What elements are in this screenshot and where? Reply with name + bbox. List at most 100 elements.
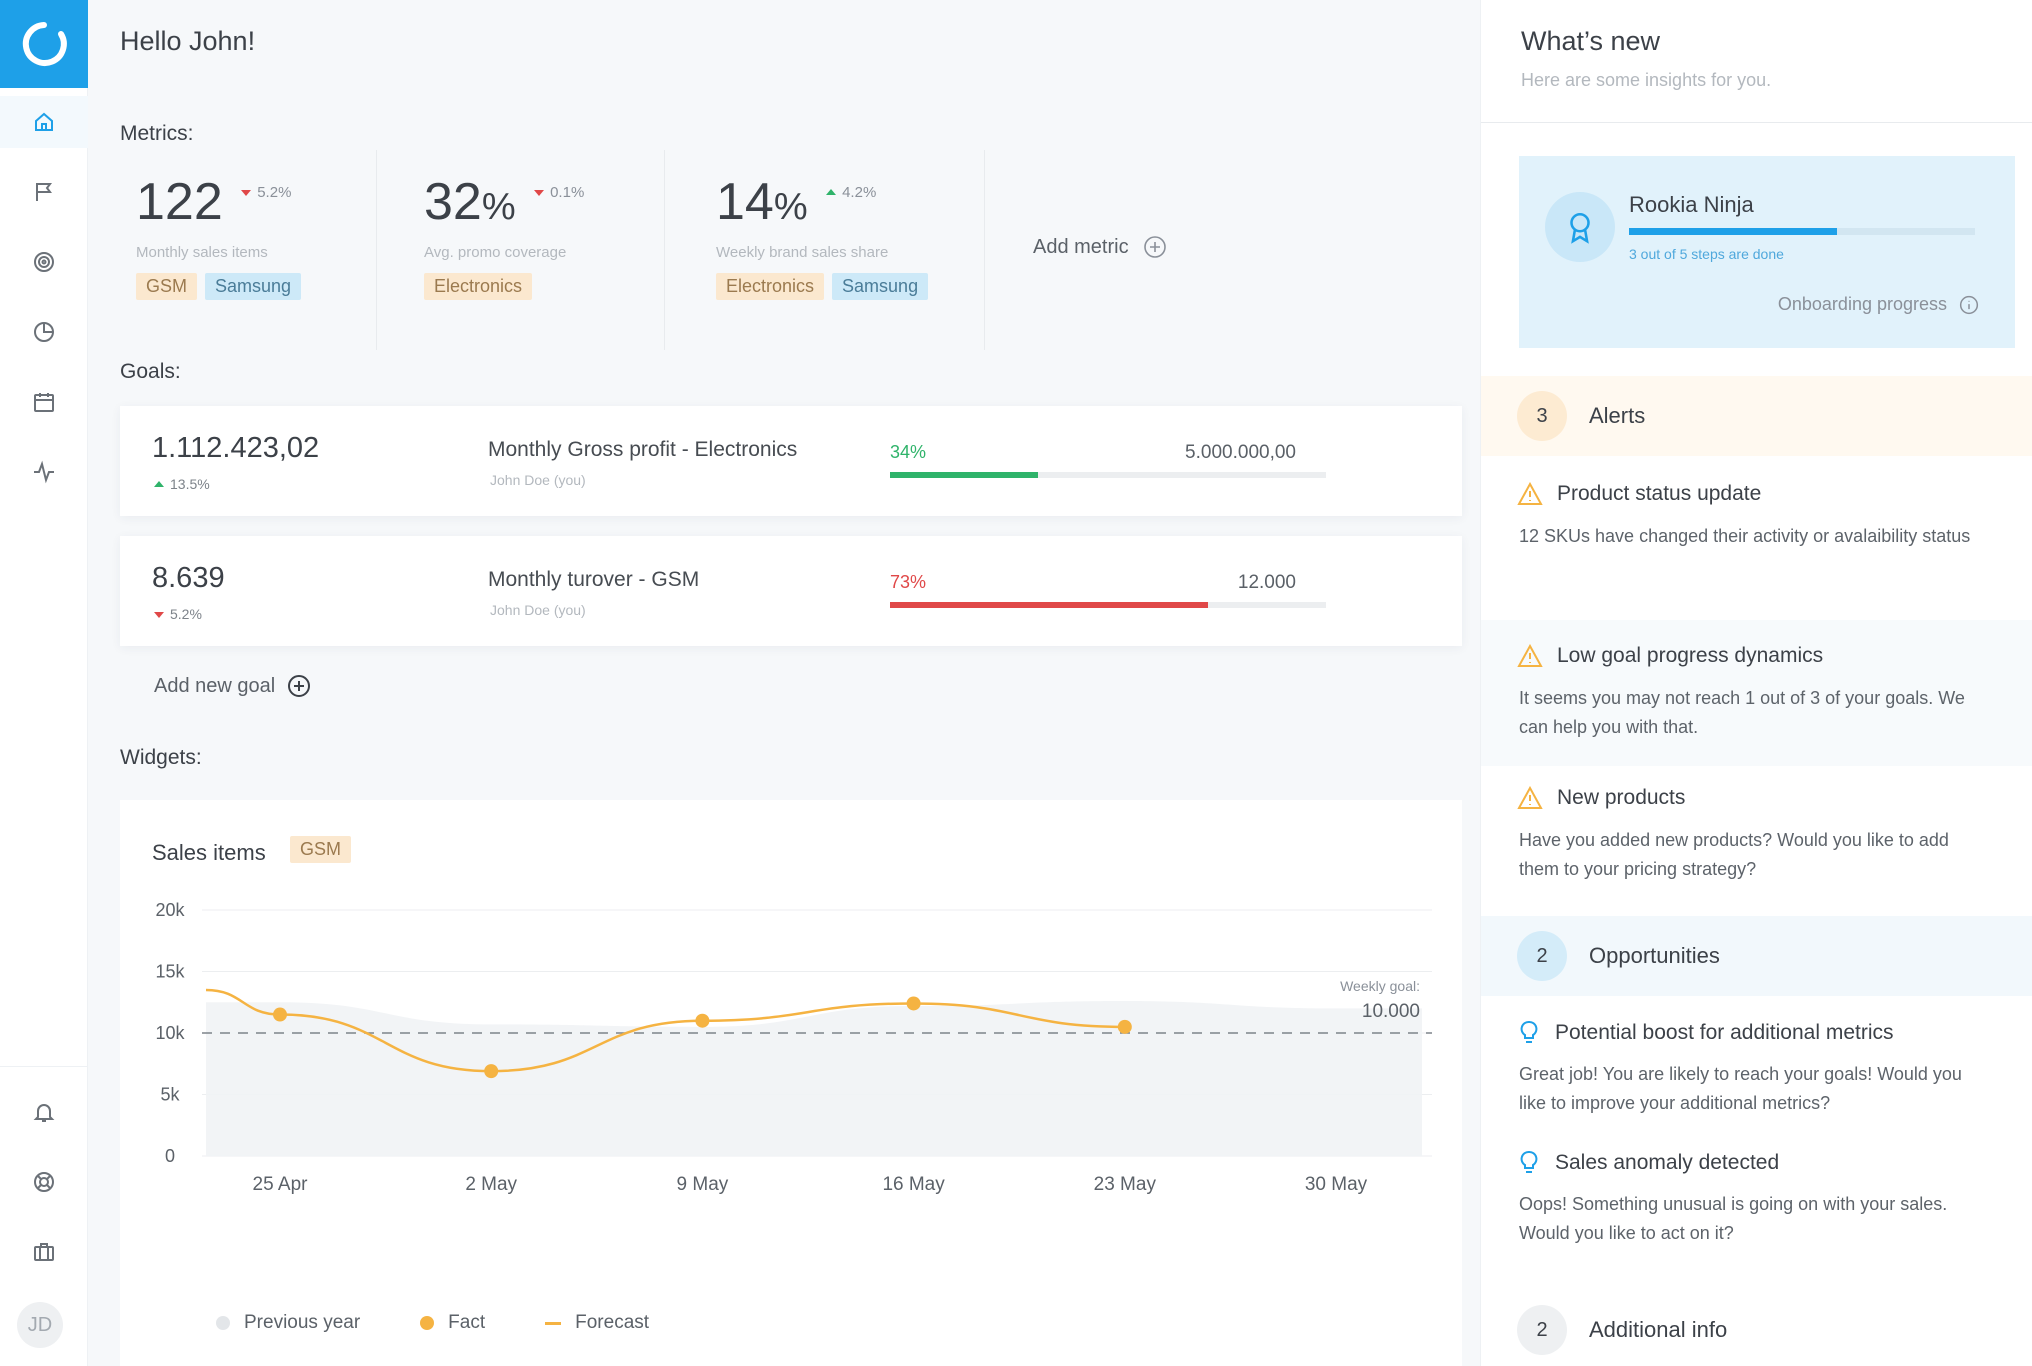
opportunities-header[interactable]: 2 Opportunities <box>1481 916 2032 996</box>
bell-icon <box>33 1104 55 1122</box>
goal-value: 1.112.423,02 <box>152 432 320 464</box>
whats-new-panel: What’s new Here are some insights for yo… <box>1480 0 2032 1366</box>
goal-owner: John Doe (you) <box>490 472 586 488</box>
y-tick-label: 5k <box>160 1085 180 1105</box>
opportunity-title-row: Potential boost for additional metrics <box>1517 1020 1894 1046</box>
nav-products[interactable] <box>0 1226 88 1278</box>
nav-goals[interactable] <box>0 166 88 218</box>
metric-divider <box>376 150 377 350</box>
nav-support[interactable] <box>0 1156 88 1208</box>
metric-divider <box>984 150 985 350</box>
metric-value: 122 <box>136 173 223 231</box>
x-tick-label: 30 May <box>1305 1174 1368 1195</box>
additional-info-count: 2 <box>1517 1305 1567 1355</box>
goal-owner: John Doe (you) <box>490 602 586 618</box>
fact-point <box>484 1064 499 1079</box>
alerts-header[interactable]: 3 Alerts <box>1481 376 2032 456</box>
tag: Electronics <box>424 273 533 300</box>
x-tick-label: 2 May <box>465 1174 517 1195</box>
legend-dot-icon <box>216 1316 230 1330</box>
nav-reports[interactable] <box>0 306 88 358</box>
goal-progress-bar <box>890 472 1326 478</box>
weekly-goal-label: Weekly goal: <box>1340 978 1420 994</box>
greeting: Hello John! <box>120 26 256 56</box>
alert-item[interactable]: New products Have you added new products… <box>1481 766 2032 926</box>
alert-text: 12 SKUs have changed their activity or a… <box>1519 526 1971 546</box>
goal-value: 8.639 <box>152 562 225 594</box>
metric-card[interactable]: 122 5.2% Monthly sales items GSM Samsung <box>136 173 302 346</box>
sidebar-separator <box>0 1066 88 1067</box>
widgets-label: Widgets: <box>120 746 202 769</box>
main-content: Hello John! Metrics: 122 5.2% Monthly sa… <box>88 0 1480 1366</box>
add-goal-button[interactable]: Add new goal <box>154 674 311 698</box>
onboarding-progress-link[interactable]: Onboarding progress <box>1778 294 1979 315</box>
goal-title: Monthly Gross profit - Electronics <box>488 438 798 461</box>
opportunity-item[interactable]: Potential boost for additional metrics G… <box>1481 1000 2032 1130</box>
tag: Samsung <box>832 273 929 300</box>
info-icon[interactable] <box>1959 295 1979 315</box>
panel-subtitle: Here are some insights for you. <box>1521 70 1772 90</box>
legend-item-previous-year[interactable]: Previous year <box>216 1312 360 1334</box>
legend-label: Previous year <box>244 1312 361 1333</box>
metric-card[interactable]: 32% 0.1% Avg. promo coverage Electronics <box>424 176 584 346</box>
alert-title: Product status update <box>1557 482 1762 505</box>
weekly-goal-value: 10.000 <box>1362 1001 1420 1022</box>
alert-item[interactable]: Low goal progress dynamics It seems you … <box>1481 620 2032 766</box>
legend-item-forecast[interactable]: Forecast <box>545 1312 649 1334</box>
onboarding-steps: 3 out of 5 steps are done <box>1629 246 1784 262</box>
previous-year-area <box>206 1001 1422 1156</box>
arrow-up-icon <box>826 189 837 195</box>
onboarding-card[interactable]: Rookia Ninja 3 out of 5 steps are done O… <box>1519 156 2015 348</box>
nav-home[interactable] <box>0 96 88 148</box>
alert-title: Low goal progress dynamics <box>1557 644 1824 667</box>
arrow-down-icon <box>154 612 164 618</box>
logo-icon <box>22 22 67 66</box>
metric-change: 5.2% <box>241 184 291 201</box>
calendar-icon <box>34 393 54 412</box>
nav-targets[interactable] <box>0 236 88 288</box>
goal-target: 5.000.000,00 <box>1185 442 1296 463</box>
legend-item-fact[interactable]: Fact <box>420 1312 485 1334</box>
x-tick-label: 23 May <box>1094 1174 1157 1195</box>
arrow-down-icon <box>241 190 252 196</box>
goal-progress-fill <box>890 472 1039 478</box>
metrics-label: Metrics: <box>120 122 194 145</box>
alerts-count: 3 <box>1517 391 1567 441</box>
nav-notifications[interactable] <box>0 1086 88 1138</box>
widget-title: Sales items <box>152 840 266 865</box>
nav-calendar[interactable] <box>0 376 88 428</box>
goal-percent: 34% <box>890 442 927 462</box>
home-icon <box>35 112 53 131</box>
alert-item[interactable]: Product status update 12 SKUs have chang… <box>1481 456 2032 620</box>
fact-line <box>205 988 1125 1073</box>
flag-icon <box>36 183 52 201</box>
app-logo[interactable] <box>0 0 88 88</box>
user-avatar[interactable]: JD <box>17 1302 63 1348</box>
opportunities-count: 2 <box>1517 931 1567 981</box>
opportunity-title-row: Sales anomaly detected <box>1517 1150 1779 1176</box>
additional-info-header[interactable]: 2 Additional info <box>1481 1290 2032 1366</box>
sidebar: JD <box>0 0 88 1366</box>
panel-title: What’s new <box>1521 26 1661 56</box>
fact-point <box>695 1013 710 1028</box>
add-metric-button[interactable]: Add metric <box>1033 235 1167 259</box>
metric-change: 4.2% <box>826 184 876 201</box>
goal-card[interactable]: 8.639 5.2% Monthly turover - GSM John Do… <box>120 536 1462 646</box>
goal-progress-bar <box>890 602 1326 608</box>
nav-activity[interactable] <box>0 446 88 498</box>
x-tick-label: 25 Apr <box>253 1174 309 1195</box>
x-tick-label: 9 May <box>677 1174 729 1195</box>
opportunity-item[interactable]: Sales anomaly detected Oops! Something u… <box>1481 1130 2032 1260</box>
legend-label: Fact <box>448 1312 486 1333</box>
widget-tag: GSM <box>290 836 352 863</box>
badge-container <box>1545 192 1615 262</box>
goal-card[interactable]: 1.112.423,02 13.5% Monthly Gross profit … <box>120 406 1462 516</box>
goals-label: Goals: <box>120 360 181 383</box>
lifebuoy-icon <box>34 1172 54 1192</box>
pie-chart-icon <box>34 322 54 342</box>
alert-text: It seems you may not reach 1 out of 3 of… <box>1519 688 1965 737</box>
metric-card[interactable]: 14% 4.2% Weekly brand sales share Electr… <box>716 176 929 346</box>
fact-point <box>1117 1019 1132 1034</box>
onboarding-progress-bar <box>1629 228 1975 235</box>
alert-title-row: Low goal progress dynamics <box>1517 644 1823 668</box>
